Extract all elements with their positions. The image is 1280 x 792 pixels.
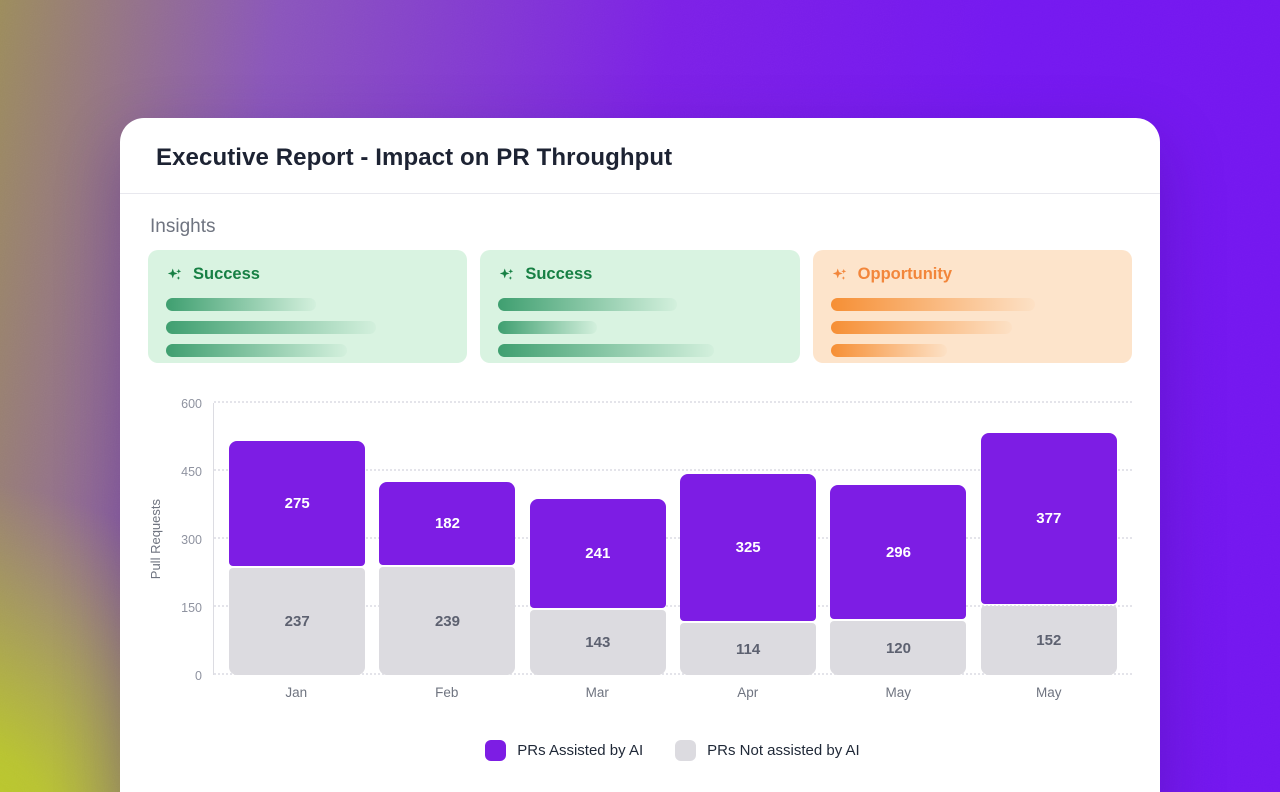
stacked-bar-chart: Pull Requests 0 150 300 450 600 275 237 182 239… xyxy=(148,397,1132,761)
gridline xyxy=(214,537,1132,539)
insight-card-title: Success xyxy=(193,265,260,283)
insights-section-label: Insights xyxy=(150,216,216,237)
bar-segment-assisted[interactable]: 182 xyxy=(379,482,516,565)
report-header: Executive Report - Impact on PR Throughp… xyxy=(120,118,1160,193)
plot-column: 275 237 182 239 241 143 325 114 296 120 377 152 Jan… xyxy=(213,401,1132,761)
skeleton-text-bar xyxy=(498,321,598,334)
chart-legend: PRs Assisted by AI PRs Not assisted by AI xyxy=(213,740,1132,761)
stacked-bar: 241 143 xyxy=(529,499,666,675)
insight-card-header: Success xyxy=(498,265,781,284)
bar-segment-not-assisted[interactable]: 114 xyxy=(680,623,817,675)
bar-segment-assisted[interactable]: 296 xyxy=(830,485,967,619)
bar-value-label: 182 xyxy=(434,515,460,532)
sparkles-icon xyxy=(167,268,182,280)
bar-value-label: 120 xyxy=(885,639,911,657)
bar-segment-not-assisted[interactable]: 152 xyxy=(980,606,1117,675)
sparkles-icon xyxy=(832,268,846,280)
stacked-bar: 275 237 xyxy=(229,441,366,675)
bar-group: 275 237 xyxy=(222,441,372,675)
insight-card-header: Opportunity xyxy=(831,265,1114,284)
bar-value-label: 143 xyxy=(585,634,611,651)
stacked-bar: 325 114 xyxy=(680,474,817,675)
y-axis-title-wrap: Pull Requests xyxy=(148,403,165,675)
x-axis-label: Mar xyxy=(585,685,609,700)
bar-value-label: 237 xyxy=(284,613,310,630)
insight-skeleton-bars xyxy=(166,298,449,357)
skeleton-text-bar xyxy=(166,344,348,357)
insight-card-header: Success xyxy=(166,265,449,284)
bar-value-label: 296 xyxy=(885,543,911,561)
report-content: Insights Success Success Opport xyxy=(120,216,1160,761)
y-tick-label: 450 xyxy=(181,465,202,479)
header-divider xyxy=(120,193,1160,194)
gridline xyxy=(214,673,1132,675)
legend-item[interactable]: PRs Assisted by AI xyxy=(485,740,643,761)
stacked-bar: 182 239 xyxy=(379,482,516,675)
x-axis-label: Apr xyxy=(737,685,759,700)
bar-segment-not-assisted[interactable]: 120 xyxy=(830,621,967,675)
legend-swatch xyxy=(485,740,507,761)
x-axis-label: Feb xyxy=(435,685,459,700)
bars-row: 275 237 182 239 241 143 325 114 296 120 377 152 xyxy=(214,403,1132,675)
bar-segment-assisted[interactable]: 241 xyxy=(529,499,666,608)
plot-area: 275 237 182 239 241 143 325 114 296 120 377 152 xyxy=(213,401,1132,675)
skeleton-text-bar xyxy=(166,298,317,311)
y-axis-title: Pull Requests xyxy=(148,498,163,580)
insight-card-title: Opportunity xyxy=(857,265,953,283)
skeleton-text-bar xyxy=(498,344,714,357)
bar-segment-not-assisted[interactable]: 239 xyxy=(379,567,516,675)
y-tick-label: 150 xyxy=(181,601,202,615)
stacked-bar: 296 120 xyxy=(830,485,967,675)
bar-value-label: 275 xyxy=(284,495,310,512)
skeleton-text-bar xyxy=(498,298,677,311)
skeleton-text-bar xyxy=(830,298,1035,311)
bar-group: 182 239 xyxy=(372,482,522,675)
report-card: Executive Report - Impact on PR Throughp… xyxy=(120,118,1160,792)
skeleton-text-bar xyxy=(830,344,947,357)
bar-segment-not-assisted[interactable]: 143 xyxy=(529,610,666,675)
y-tick-label: 300 xyxy=(181,533,202,547)
legend-swatch xyxy=(675,740,697,761)
bar-group: 325 114 xyxy=(673,474,823,675)
bar-segment-assisted[interactable]: 377 xyxy=(980,433,1117,604)
insight-card-success-2[interactable]: Success xyxy=(480,250,800,363)
insight-cards-row: Success Success Opportunity xyxy=(148,250,1132,363)
bar-group: 377 152 xyxy=(974,433,1124,675)
y-axis-ticks: 0 150 300 450 600 xyxy=(165,397,213,683)
bar-value-label: 239 xyxy=(434,612,460,630)
x-axis-label: May xyxy=(1035,685,1062,700)
skeleton-text-bar xyxy=(830,321,1012,334)
insight-card-opportunity[interactable]: Opportunity xyxy=(812,250,1132,363)
x-axis-labels: Jan Feb Mar Apr May May xyxy=(213,685,1132,700)
insight-card-title: Success xyxy=(525,265,593,283)
bar-value-label: 241 xyxy=(585,545,611,562)
bar-group: 241 143 xyxy=(523,499,673,675)
bar-value-label: 152 xyxy=(1036,632,1062,649)
page-title: Executive Report - Impact on PR Throughp… xyxy=(156,144,673,171)
x-axis-label: May xyxy=(885,685,911,700)
bar-value-label: 325 xyxy=(735,539,761,556)
insight-skeleton-bars xyxy=(830,298,1114,357)
gridline xyxy=(214,401,1132,403)
gridline xyxy=(214,605,1132,607)
insight-skeleton-bars xyxy=(498,298,781,357)
bar-group: 296 120 xyxy=(823,485,973,675)
bar-value-label: 377 xyxy=(1036,510,1062,527)
skeleton-text-bar xyxy=(166,321,376,334)
y-tick-label: 0 xyxy=(195,669,202,683)
bar-segment-assisted[interactable]: 275 xyxy=(229,441,366,566)
stacked-bar: 377 152 xyxy=(980,433,1117,675)
legend-label: PRs Not assisted by AI xyxy=(707,742,860,759)
gridline xyxy=(214,469,1132,471)
sparkles-icon xyxy=(500,268,514,280)
bar-segment-not-assisted[interactable]: 237 xyxy=(229,568,366,675)
x-axis-label: Jan xyxy=(285,685,308,700)
legend-item[interactable]: PRs Not assisted by AI xyxy=(675,740,860,761)
insight-card-success-1[interactable]: Success xyxy=(148,250,468,363)
legend-label: PRs Assisted by AI xyxy=(517,742,644,759)
y-tick-label: 600 xyxy=(181,397,202,411)
bar-segment-assisted[interactable]: 325 xyxy=(680,474,817,621)
bar-value-label: 114 xyxy=(736,640,761,658)
